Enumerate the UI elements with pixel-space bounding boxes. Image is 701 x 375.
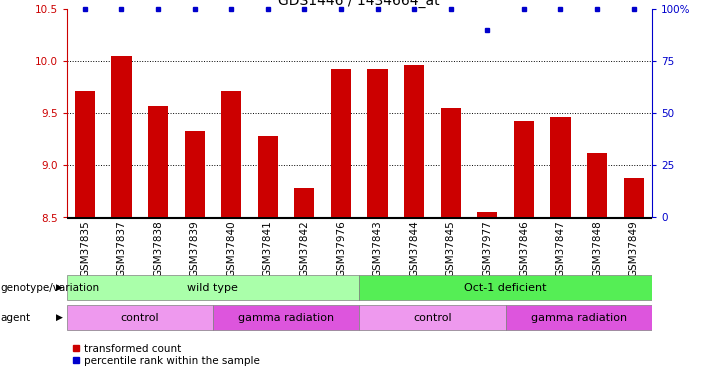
- Text: Oct-1 deficient: Oct-1 deficient: [464, 283, 547, 293]
- Text: GSM37839: GSM37839: [190, 220, 200, 277]
- Text: ▶: ▶: [56, 284, 63, 292]
- Text: gamma radiation: gamma radiation: [531, 313, 627, 323]
- Bar: [404, 64, 424, 218]
- Bar: [221, 90, 241, 218]
- Bar: [148, 106, 168, 218]
- Bar: [514, 121, 534, 218]
- Bar: [294, 188, 315, 218]
- Text: GSM37845: GSM37845: [446, 220, 456, 277]
- Text: agent: agent: [1, 313, 31, 323]
- Text: GSM37849: GSM37849: [629, 220, 639, 277]
- Bar: [67, 275, 360, 300]
- Bar: [360, 275, 652, 300]
- Bar: [367, 69, 388, 218]
- Text: GSM37838: GSM37838: [153, 220, 163, 277]
- Text: GSM37842: GSM37842: [299, 220, 309, 277]
- Bar: [441, 108, 461, 217]
- Bar: [550, 117, 571, 218]
- Bar: [360, 305, 505, 330]
- Text: GSM37977: GSM37977: [482, 220, 492, 277]
- Bar: [213, 305, 360, 330]
- Legend: transformed count, percentile rank within the sample: transformed count, percentile rank withi…: [72, 344, 260, 366]
- Text: GSM37843: GSM37843: [372, 220, 383, 277]
- Title: GDS1446 / 1434664_at: GDS1446 / 1434664_at: [278, 0, 440, 8]
- Text: gamma radiation: gamma radiation: [238, 313, 334, 323]
- Bar: [75, 90, 95, 218]
- Bar: [184, 131, 205, 218]
- Text: control: control: [413, 313, 451, 323]
- Text: genotype/variation: genotype/variation: [1, 283, 100, 293]
- Bar: [331, 69, 351, 218]
- Text: GSM37835: GSM37835: [80, 220, 90, 277]
- Bar: [505, 305, 652, 330]
- Text: GSM37837: GSM37837: [116, 220, 126, 277]
- Bar: [111, 56, 132, 217]
- Text: control: control: [121, 313, 159, 323]
- Text: GSM37976: GSM37976: [336, 220, 346, 277]
- Bar: [624, 178, 644, 218]
- Bar: [67, 305, 213, 330]
- Text: GSM37840: GSM37840: [226, 220, 236, 277]
- Text: ▶: ▶: [56, 314, 63, 322]
- Text: GSM37844: GSM37844: [409, 220, 419, 277]
- Text: wild type: wild type: [187, 283, 238, 293]
- Bar: [258, 136, 278, 218]
- Text: GSM37846: GSM37846: [519, 220, 529, 277]
- Bar: [587, 153, 607, 218]
- Text: GSM37848: GSM37848: [592, 220, 602, 277]
- Bar: [477, 212, 498, 217]
- Text: GSM37841: GSM37841: [263, 220, 273, 277]
- Text: GSM37847: GSM37847: [555, 220, 566, 277]
